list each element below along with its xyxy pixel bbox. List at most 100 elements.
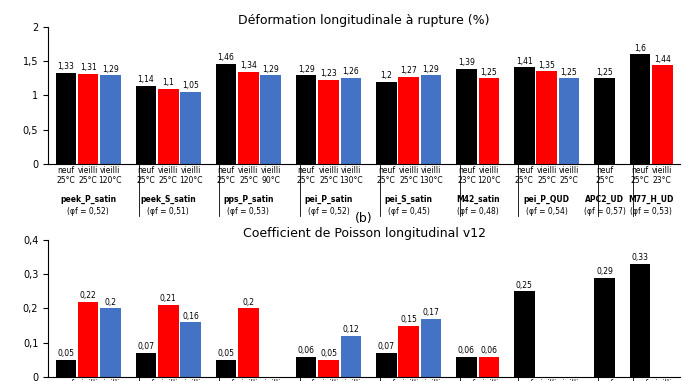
Text: 1,41: 1,41 <box>516 56 532 66</box>
Bar <box>238 309 258 377</box>
Bar <box>559 78 579 164</box>
Text: 0,29: 0,29 <box>596 267 613 276</box>
Text: 1,23: 1,23 <box>320 69 337 78</box>
Text: 0,07: 0,07 <box>137 343 155 352</box>
Text: 0,07: 0,07 <box>378 343 395 352</box>
Text: (φf = 0,53): (φf = 0,53) <box>630 207 672 216</box>
Text: 1,25: 1,25 <box>561 67 577 77</box>
Text: 1,25: 1,25 <box>596 67 613 77</box>
Bar <box>514 67 534 164</box>
Bar <box>318 80 339 164</box>
Bar <box>56 73 76 164</box>
Text: 0,2: 0,2 <box>104 298 116 307</box>
Bar <box>420 319 441 377</box>
Bar <box>376 82 396 164</box>
Text: 0,06: 0,06 <box>480 346 497 355</box>
Bar <box>56 360 76 377</box>
Text: 0,06: 0,06 <box>458 346 475 355</box>
Bar <box>398 77 419 164</box>
Text: 1,29: 1,29 <box>262 65 279 74</box>
Text: 1,35: 1,35 <box>538 61 555 70</box>
Text: (φf = 0,51): (φf = 0,51) <box>148 207 189 216</box>
Text: 1,39: 1,39 <box>458 58 475 67</box>
Text: 0,33: 0,33 <box>631 253 649 262</box>
Text: 1,29: 1,29 <box>102 65 119 74</box>
Bar <box>376 353 396 377</box>
Text: 1,29: 1,29 <box>298 65 315 74</box>
Text: 1,29: 1,29 <box>423 65 439 74</box>
Text: M42_satin: M42_satin <box>455 194 499 203</box>
Bar <box>136 86 156 164</box>
Bar <box>420 75 441 164</box>
Bar <box>136 353 156 377</box>
Bar <box>341 336 361 377</box>
Text: (φf = 0,48): (φf = 0,48) <box>457 207 499 216</box>
Text: 1,27: 1,27 <box>401 66 417 75</box>
Text: 0,12: 0,12 <box>342 325 359 334</box>
Title: Déformation longitudinale à rupture (%): Déformation longitudinale à rupture (%) <box>238 14 490 27</box>
Text: M77_H_UD: M77_H_UD <box>629 194 674 203</box>
Text: 0,17: 0,17 <box>423 308 439 317</box>
Bar <box>479 78 499 164</box>
Bar <box>260 75 281 164</box>
Bar <box>216 360 236 377</box>
Text: APC2_UD: APC2_UD <box>585 194 624 203</box>
Bar <box>456 357 477 377</box>
Text: 0,05: 0,05 <box>218 349 235 359</box>
Bar <box>514 291 534 377</box>
Text: 0,25: 0,25 <box>516 281 533 290</box>
Bar <box>158 88 179 164</box>
Bar <box>180 322 201 377</box>
Text: pei_P_QUD: pei_P_QUD <box>523 194 570 203</box>
Text: pei_P_satin: pei_P_satin <box>304 194 352 203</box>
Bar <box>216 64 236 164</box>
Text: (φf = 0,45): (φf = 0,45) <box>387 207 429 216</box>
Text: 1,2: 1,2 <box>381 71 392 80</box>
Text: 0,21: 0,21 <box>160 295 177 303</box>
Text: 1,46: 1,46 <box>218 53 234 62</box>
Text: 1,25: 1,25 <box>480 67 497 77</box>
Text: 1,44: 1,44 <box>654 54 671 64</box>
Bar <box>238 72 258 164</box>
Text: pps_P_satin: pps_P_satin <box>223 194 273 203</box>
Bar <box>296 357 317 377</box>
Text: 0,15: 0,15 <box>401 315 417 324</box>
Text: 0,16: 0,16 <box>182 312 199 320</box>
Bar <box>479 357 499 377</box>
Text: 0,05: 0,05 <box>320 349 337 359</box>
Text: peek_S_satin: peek_S_satin <box>140 194 196 203</box>
Text: (φf = 0,57): (φf = 0,57) <box>583 207 625 216</box>
Bar <box>296 75 317 164</box>
Text: 0,06: 0,06 <box>297 346 315 355</box>
Text: (φf = 0,52): (φf = 0,52) <box>67 207 109 216</box>
Text: 1,33: 1,33 <box>58 62 74 71</box>
Bar <box>594 277 615 377</box>
Bar <box>100 75 121 164</box>
Text: 1,14: 1,14 <box>137 75 155 84</box>
Bar <box>630 264 651 377</box>
Bar <box>456 69 477 164</box>
Title: (b)
Coefficient de Poisson longitudinal v12: (b) Coefficient de Poisson longitudinal … <box>243 212 486 240</box>
Text: 1,26: 1,26 <box>342 67 359 76</box>
Bar <box>78 302 98 377</box>
Text: 1,6: 1,6 <box>634 43 646 53</box>
Bar <box>318 360 339 377</box>
Bar <box>100 309 121 377</box>
Text: 1,05: 1,05 <box>182 81 199 90</box>
Text: 1,1: 1,1 <box>162 78 174 87</box>
Bar <box>158 305 179 377</box>
Text: 0,05: 0,05 <box>58 349 74 359</box>
Text: 1,31: 1,31 <box>80 64 97 72</box>
Text: 0,22: 0,22 <box>80 291 97 300</box>
Bar <box>180 92 201 164</box>
Text: 0,2: 0,2 <box>243 298 254 307</box>
Text: 1,34: 1,34 <box>240 61 257 70</box>
Text: (φf = 0,53): (φf = 0,53) <box>227 207 269 216</box>
Text: (φf = 0,52): (φf = 0,52) <box>308 207 350 216</box>
Bar <box>594 78 615 164</box>
Bar <box>630 54 651 164</box>
Bar <box>398 326 419 377</box>
Bar <box>652 65 673 164</box>
Text: peek_P_satin: peek_P_satin <box>60 194 116 203</box>
Text: pei_S_satin: pei_S_satin <box>385 194 433 203</box>
